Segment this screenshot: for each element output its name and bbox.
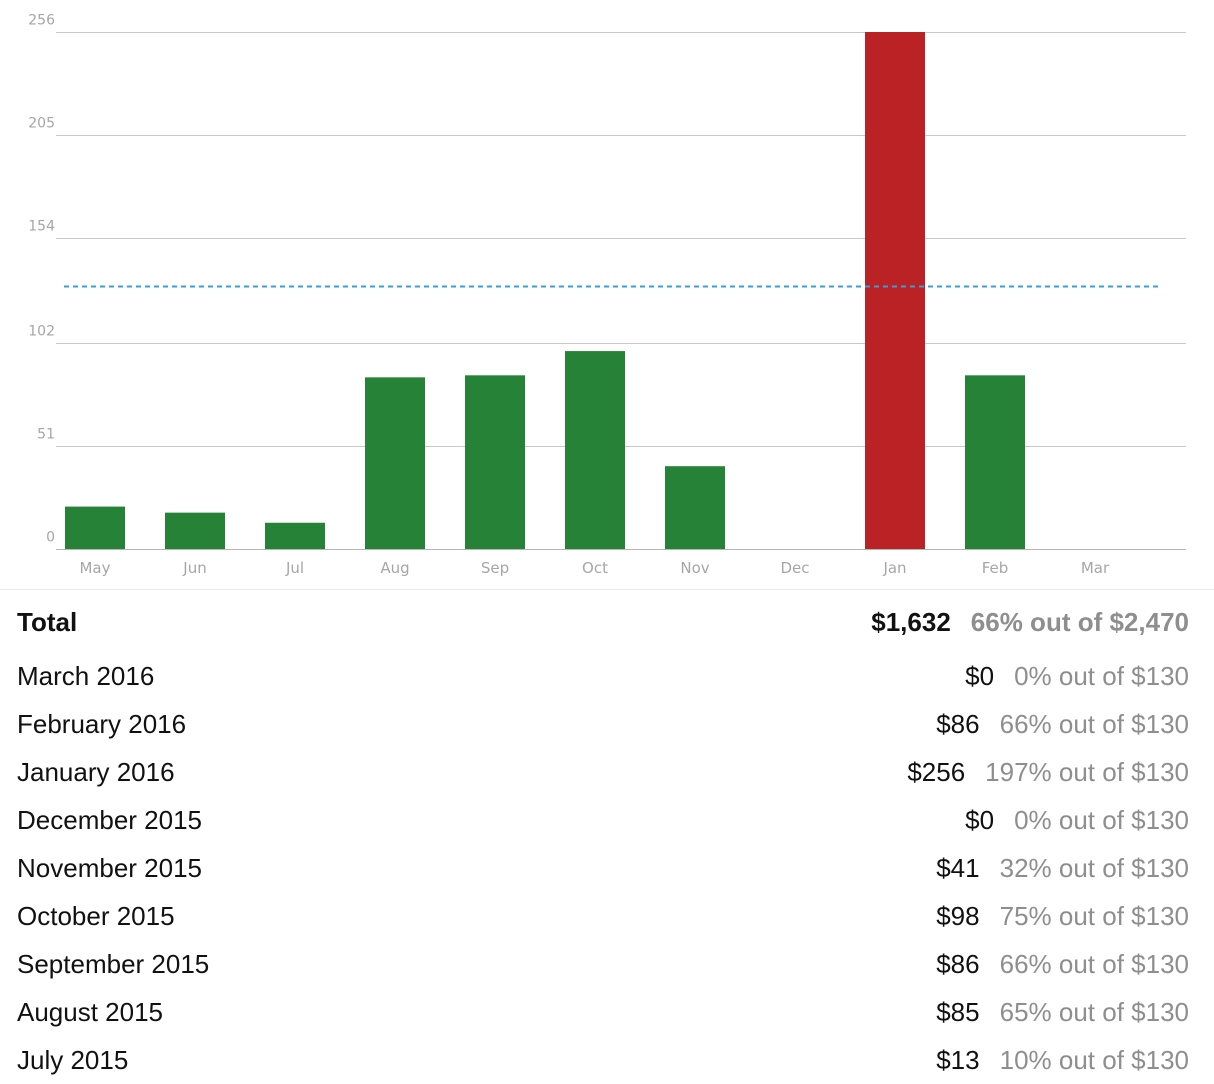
bar (865, 32, 925, 549)
month-percent: 65% out of $130 (999, 997, 1189, 1027)
bar (65, 506, 125, 549)
month-label: August 2015 (17, 997, 164, 1027)
month-percent: 0% out of $130 (1014, 661, 1189, 691)
month-amount: $0 (965, 661, 995, 691)
y-tick-label: 102 (28, 324, 55, 340)
y-tick-label: 0 (46, 530, 55, 546)
month-label: March 2016 (17, 661, 155, 691)
month-percent: 197% out of $130 (985, 757, 1189, 787)
x-tick-label: May (79, 559, 110, 577)
y-tick-label: 256 (28, 13, 55, 29)
bar (565, 351, 625, 549)
month-label: July 2015 (17, 1045, 129, 1075)
month-percent: 0% out of $130 (1014, 805, 1189, 835)
month-values: $85 65% out of $130 (936, 992, 1189, 1032)
total-label: Total (17, 607, 78, 637)
y-tick-label: 205 (28, 116, 55, 132)
x-tick-label: Jul (285, 559, 304, 577)
x-tick-label: Oct (582, 559, 608, 577)
x-tick-label: Jun (182, 559, 206, 577)
x-tick-label: Aug (380, 559, 409, 577)
month-label: December 2015 (17, 805, 202, 835)
x-tick-label: Dec (780, 559, 809, 577)
chart-divider (0, 589, 1214, 590)
month-row[interactable]: October 2015 $98 75% out of $130 (17, 896, 1189, 936)
month-values: $0 0% out of $130 (965, 800, 1189, 840)
month-label: September 2015 (17, 949, 210, 979)
x-tick-label: Sep (481, 559, 509, 577)
month-label: January 2016 (17, 757, 175, 787)
month-row[interactable]: February 2016 $86 66% out of $130 (17, 704, 1189, 744)
bar (665, 466, 725, 549)
bar (365, 377, 425, 549)
spending-chart: 0 51 102 154 205 256 May Jun Jul Aug Sep Oct Nov Dec… (28, 13, 1186, 577)
month-percent: 66% out of $130 (999, 709, 1189, 739)
bar (265, 522, 325, 549)
x-axis-labels: May Jun Jul Aug Sep Oct Nov Dec Jan Feb Mar (79, 559, 1109, 577)
total-percent: 66% out of $2,470 (970, 607, 1189, 637)
month-row[interactable]: July 2015 $13 10% out of $130 (17, 1040, 1189, 1080)
month-label: November 2015 (17, 853, 202, 883)
month-values: $41 32% out of $130 (936, 848, 1189, 888)
month-amount: $41 (936, 853, 980, 883)
x-tick-label: Nov (680, 559, 709, 577)
y-tick-label: 51 (37, 427, 55, 443)
month-amount: $86 (936, 709, 980, 739)
month-row[interactable]: March 2016 $0 0% out of $130 (17, 656, 1189, 696)
month-values: $86 66% out of $130 (936, 704, 1189, 744)
month-percent: 10% out of $130 (999, 1045, 1189, 1075)
total-values: $1,632 66% out of $2,470 (871, 602, 1189, 642)
bar-chart: 0 51 102 154 205 256 May Jun Jul Aug Sep Oct Nov Dec… (28, 13, 1186, 577)
month-values: $13 10% out of $130 (936, 1040, 1189, 1080)
month-values: $86 66% out of $130 (936, 944, 1189, 984)
month-values: $0 0% out of $130 (965, 656, 1189, 696)
x-tick-label: Mar (1081, 559, 1110, 577)
month-row[interactable]: January 2016 $256 197% out of $130 (17, 752, 1189, 792)
month-label: October 2015 (17, 901, 175, 931)
bar (165, 512, 225, 549)
bars (65, 32, 1025, 549)
month-percent: 32% out of $130 (999, 853, 1189, 883)
month-amount: $86 (936, 949, 980, 979)
x-tick-label: Jan (882, 559, 906, 577)
month-amount: $256 (907, 757, 966, 787)
x-tick-label: Feb (982, 559, 1009, 577)
bar (465, 375, 525, 549)
month-percent: 75% out of $130 (999, 901, 1189, 931)
month-amount: $0 (965, 805, 995, 835)
month-label: February 2016 (17, 709, 187, 739)
month-row[interactable]: November 2015 $41 32% out of $130 (17, 848, 1189, 888)
month-row[interactable]: August 2015 $85 65% out of $130 (17, 992, 1189, 1032)
month-values: $256 197% out of $130 (907, 752, 1189, 792)
bar (965, 375, 1025, 549)
month-amount: $85 (936, 997, 980, 1027)
month-percent: 66% out of $130 (999, 949, 1189, 979)
month-values: $98 75% out of $130 (936, 896, 1189, 936)
y-tick-label: 154 (28, 219, 55, 235)
total-amount: $1,632 (871, 607, 951, 637)
month-amount: $98 (936, 901, 980, 931)
month-row[interactable]: December 2015 $0 0% out of $130 (17, 800, 1189, 840)
month-row[interactable]: September 2015 $86 66% out of $130 (17, 944, 1189, 984)
month-amount: $13 (936, 1045, 980, 1075)
total-row[interactable]: Total $1,632 66% out of $2,470 (17, 602, 1189, 642)
